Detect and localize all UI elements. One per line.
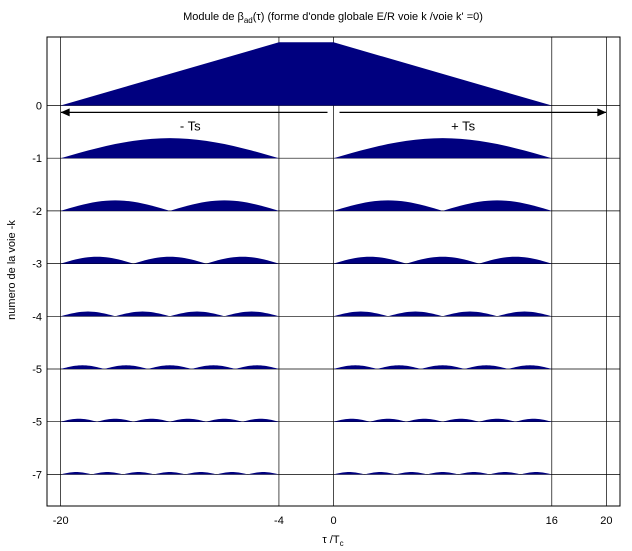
y-tick-label: -2 [32,206,42,218]
channel-lobe [191,365,236,369]
channel-lobe [442,418,480,422]
channel-lobe [333,256,407,264]
channel-lobe [60,138,279,159]
y-tick-labels: 0 -1 -2 -3 -4 -5 -5 -7 [32,101,42,482]
channel-lobe [497,311,552,317]
channel-lobe [154,472,186,475]
channel-lobe [133,256,207,264]
x-tick-labels: -20 -4 0 16 20 [53,515,613,527]
y-tick-label: -5 [32,364,42,376]
delay-arrow-head [597,108,607,117]
channel-lobe [420,365,465,369]
channel-lobe [369,418,407,422]
x-axis-label: τ /Tc [322,534,343,548]
y-tick-label: 0 [36,101,42,113]
channel-lobe [333,311,389,317]
grid-lines [47,37,620,506]
delay-arrow-label: + Ts [451,118,475,133]
channel-lobe [133,418,170,422]
channel-lobe [515,418,552,422]
channel-lobe [333,418,370,422]
channel-lobe [169,200,279,211]
y-axis-label: numero de la voie -k [6,220,18,320]
channel-lobe [333,472,365,475]
x-tick-label: 20 [600,515,612,527]
delay-arrows: - Ts + Ts [60,108,607,133]
channel-lobe [406,418,443,422]
channel-lobe [216,472,248,475]
y-tick-label: -5 [32,417,42,429]
channel-lobe [508,365,552,369]
channel-lobe [333,138,552,159]
channel-lobe [479,256,552,264]
channel-lobe [479,418,516,422]
channel-lobe [185,472,217,475]
channel-lobe [115,311,170,317]
channel-lobe [169,418,207,422]
channel-lobe [235,365,279,369]
x-tick-label: 16 [546,515,558,527]
channel-lobe [60,200,170,211]
channel-lobe [388,311,443,317]
delay-arrow-label: - Ts [180,118,201,133]
top-triangle-shape [60,42,552,106]
y-tick-label: -1 [32,153,42,165]
channel-lobe [395,472,428,475]
channel-lobe [60,311,116,317]
channel-lobe [224,311,279,317]
channel-lobe [147,365,192,369]
data-marks [60,42,552,475]
channel-lobe [206,256,279,264]
channel-lobe [60,256,134,264]
channel-lobe [247,472,279,475]
channel-lobe [458,472,490,475]
channel-lobe [464,365,509,369]
y-tick-label: -7 [32,469,42,481]
channel-lobe [489,472,521,475]
channel-lobe [206,418,243,422]
channel-lobe [520,472,552,475]
channel-lobe [60,472,92,475]
channel-lobe [427,472,459,475]
channel-lobe [333,365,378,369]
channel-lobe [91,472,124,475]
chart-title: Module de βad(τ) (forme d'onde globale E… [183,11,483,25]
x-tick-label: -4 [274,515,284,527]
channel-lobe [333,200,443,211]
channel-lobe [406,256,480,264]
x-tick-label: -20 [53,515,69,527]
channel-lobe [60,365,105,369]
channel-lobe [242,418,279,422]
y-tick-label: -3 [32,259,42,271]
delay-arrow-head [60,108,70,117]
channel-lobe [123,472,155,475]
channel-lobe [442,311,498,317]
channel-lobe [104,365,148,369]
channel-lobe [377,365,421,369]
channel-lobe [60,418,98,422]
channel-lobe [169,311,225,317]
x-tick-label: 0 [330,515,336,527]
y-tick-label: -4 [32,311,42,323]
channel-lobe [442,200,552,211]
channel-lobe [97,418,134,422]
channel-lobe [364,472,396,475]
